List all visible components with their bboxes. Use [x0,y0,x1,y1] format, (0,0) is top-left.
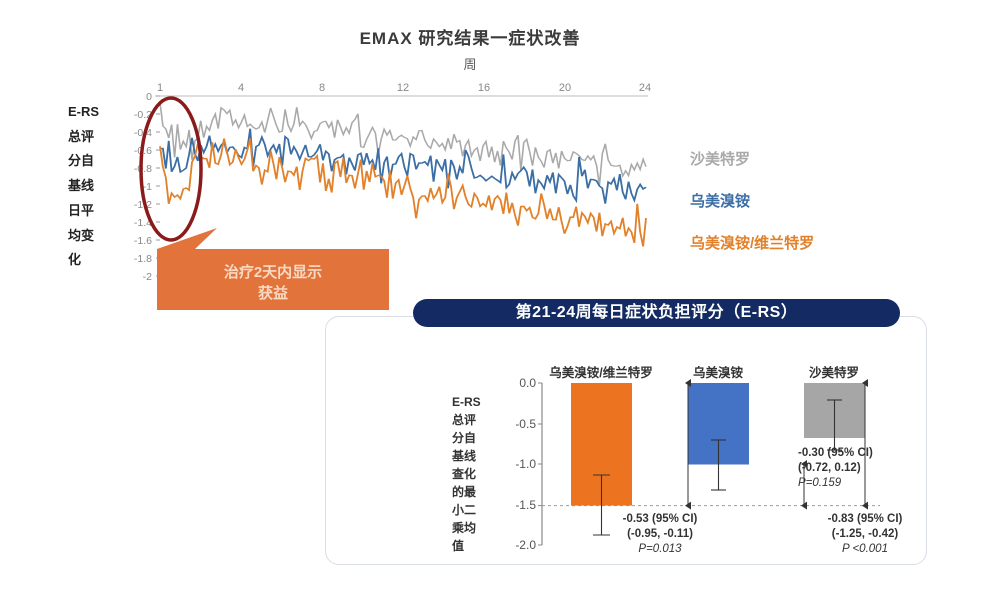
svg-text:沙美特罗: 沙美特罗 [809,365,859,380]
svg-text:P=0.159: P=0.159 [798,477,842,489]
svg-text:(-0.95, -0.11): (-0.95, -0.11) [627,528,693,540]
svg-text:(-0.72, 0.12): (-0.72, 0.12) [798,462,861,474]
svg-text:总评: 总评 [452,412,476,427]
svg-text:0.0: 0.0 [519,376,536,390]
svg-text:小二: 小二 [452,502,476,517]
svg-text:查化: 查化 [451,466,476,481]
svg-text:乘均: 乘均 [451,520,476,535]
svg-text:P <0.001: P <0.001 [842,543,888,555]
svg-text:(-1.25, -0.42): (-1.25, -0.42) [832,528,899,540]
svg-text:-1.5: -1.5 [515,498,536,512]
svg-text:乌美溴铵: 乌美溴铵 [693,365,744,380]
svg-text:乌美溴铵/维兰特罗: 乌美溴铵/维兰特罗 [549,365,652,380]
svg-text:分自: 分自 [452,430,476,445]
svg-text:-1.0: -1.0 [515,457,536,471]
svg-text:-0.5: -0.5 [515,417,536,431]
svg-text:-0.83 (95% CI): -0.83 (95% CI) [828,513,903,525]
svg-text:基线: 基线 [451,448,476,463]
svg-text:-2.0: -2.0 [515,538,536,552]
svg-text:P=0.013: P=0.013 [638,543,682,555]
svg-text:E-RS: E-RS [452,395,481,409]
svg-text:-0.53 (95% CI): -0.53 (95% CI) [623,513,698,525]
svg-text:值: 值 [452,538,464,553]
svg-text:的最: 的最 [452,484,477,499]
svg-text:-0.30 (95% CI): -0.30 (95% CI) [798,447,873,459]
